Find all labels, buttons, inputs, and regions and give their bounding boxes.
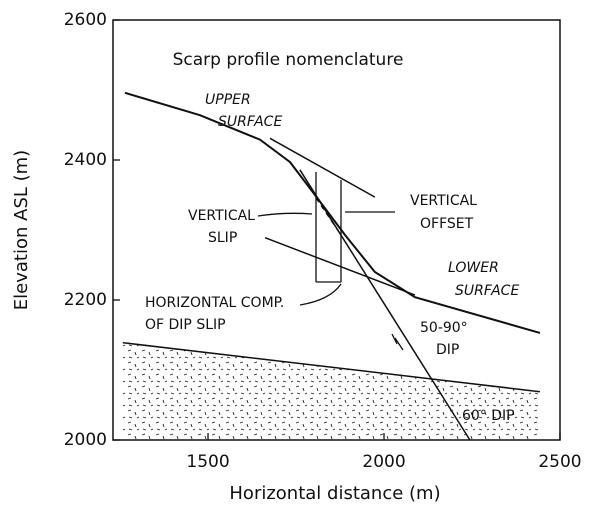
annotation: LOWER — [448, 260, 499, 276]
y-axis-label: Elevation ASL (m) — [11, 150, 32, 310]
annotation: HORIZONTAL COMP. — [145, 295, 284, 311]
bedrock-area — [123, 343, 540, 440]
x-tick-label: 2000 — [362, 452, 405, 472]
chart-title: Scarp profile nomenclature — [173, 50, 404, 70]
chart: Scarp profile nomenclature Horizontal di… — [0, 0, 597, 509]
y-tick-label: 2600 — [64, 10, 107, 30]
profile-line — [265, 238, 415, 295]
y-tick-label: 2000 — [64, 430, 107, 450]
annotation: SLIP — [208, 230, 237, 246]
annotation: 50-90° — [420, 320, 468, 336]
annotation: OFFSET — [420, 216, 474, 232]
annotation: OF DIP SLIP — [145, 317, 226, 333]
y-tick-label: 2200 — [64, 290, 107, 310]
x-tick-label: 1500 — [186, 452, 229, 472]
annotation: SURFACE — [218, 114, 282, 130]
profile-line — [270, 138, 375, 197]
annotation: VERTICAL — [188, 208, 255, 224]
y-tick-label: 2400 — [64, 150, 107, 170]
annotation: VERTICAL — [410, 193, 477, 209]
annotation: 60° DIP — [462, 408, 515, 424]
annotation: SURFACE — [455, 283, 519, 299]
x-axis-label: Horizontal distance (m) — [229, 483, 440, 504]
leaders — [258, 172, 403, 350]
x-tick-label: 2500 — [538, 452, 581, 472]
annotation: DIP — [436, 342, 459, 358]
annotation: UPPER — [205, 92, 251, 108]
